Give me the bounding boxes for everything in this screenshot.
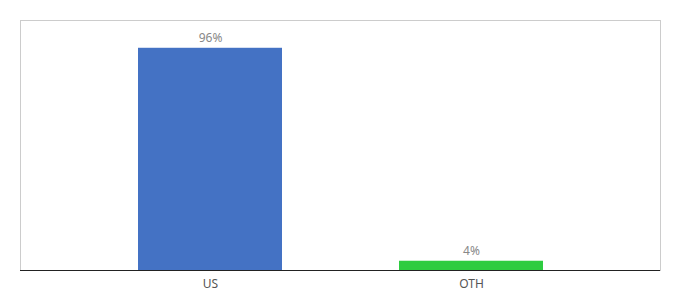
- svg-text:4%: 4%: [463, 242, 480, 259]
- svg-text:OTH: OTH: [459, 275, 484, 292]
- svg-text:96%: 96%: [199, 29, 223, 46]
- svg-text:US: US: [203, 275, 219, 292]
